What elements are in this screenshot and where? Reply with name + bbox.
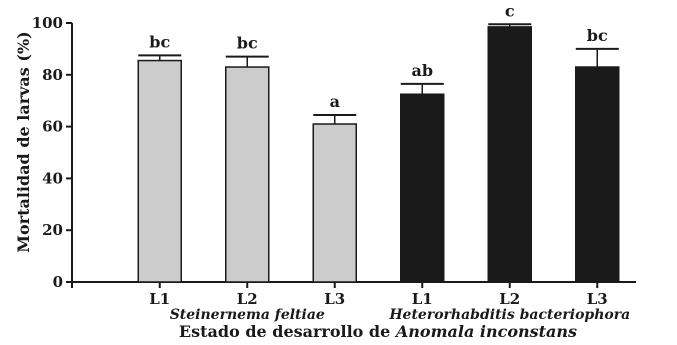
x-axis xyxy=(66,282,636,288)
x-axis-title-species: Anomala inconstans xyxy=(394,322,577,341)
bar xyxy=(488,27,531,282)
x-axis-title-prefix: Estado de desarrollo de xyxy=(179,322,396,341)
y-tick-label: 20 xyxy=(42,221,63,239)
bar xyxy=(576,67,619,282)
x-tick-label: L1 xyxy=(149,290,170,308)
group-label: Steinernema feltiae xyxy=(170,307,325,323)
group-label: Heterorhabditis bacteriophora xyxy=(388,307,630,323)
bar xyxy=(313,124,356,282)
y-axis: 0 20 40 60 80 100 xyxy=(32,14,72,291)
error-bars xyxy=(138,24,619,124)
y-tick-label: 60 xyxy=(42,118,63,136)
x-tick-label: L3 xyxy=(324,290,345,308)
bar xyxy=(138,61,181,282)
significance-labels: bc bc a ab c bc xyxy=(149,1,608,111)
x-tick-label: L2 xyxy=(237,290,258,308)
bar xyxy=(226,67,269,282)
group-labels: Steinernema feltiae Heterorhabditis bacte… xyxy=(170,307,630,323)
category-labels: L1 L2 L3 L1 L2 L3 xyxy=(149,290,607,308)
x-tick-label: L2 xyxy=(499,290,520,308)
significance-label: bc xyxy=(587,26,608,45)
y-tick-label: 40 xyxy=(42,169,63,187)
significance-label: ab xyxy=(411,61,433,80)
y-tick-label: 0 xyxy=(53,273,63,291)
y-axis-title: Mortalidad de larvas (%) xyxy=(14,31,33,252)
x-axis-title: Estado de desarrollo de Anomala inconsta… xyxy=(179,322,577,341)
significance-label: c xyxy=(505,1,515,20)
significance-label: bc xyxy=(237,34,258,53)
significance-label: a xyxy=(330,92,340,111)
significance-label: bc xyxy=(149,32,170,51)
y-tick-label: 100 xyxy=(32,14,63,32)
x-tick-label: L3 xyxy=(587,290,608,308)
bars xyxy=(138,27,619,282)
y-tick-label: 80 xyxy=(42,66,63,84)
bar xyxy=(401,94,444,282)
x-tick-label: L1 xyxy=(412,290,433,308)
